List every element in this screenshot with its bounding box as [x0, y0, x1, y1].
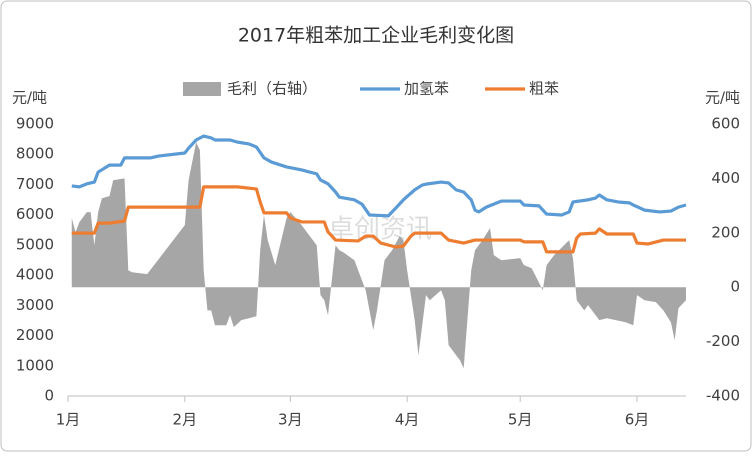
y2-tick-label: 200 [711, 223, 740, 241]
y2-tick-label: 0 [730, 278, 740, 296]
legend-label: 毛利（右轴） [227, 80, 317, 98]
y-tick-label: 1000 [16, 356, 54, 374]
legend-label: 加氢苯 [404, 80, 449, 98]
x-tick-label: 1月 [56, 411, 81, 429]
y2-axis-title: 元/吨 [705, 89, 740, 107]
x-tick-label: 2月 [173, 411, 198, 429]
area [71, 142, 686, 369]
x-tick-label: 3月 [278, 411, 303, 429]
y-tick-label: 8000 [16, 145, 54, 163]
y-tick-label: 6000 [16, 205, 54, 223]
y2-tick-label: 400 [711, 169, 740, 187]
x-tick-label: 4月 [395, 411, 420, 429]
line [71, 134, 687, 218]
x-tick-label: 5月 [508, 411, 533, 429]
y-tick-label: 0 [44, 387, 54, 405]
x-tick-label: 6月 [625, 411, 650, 429]
y-tick-label: 5000 [16, 235, 54, 253]
legend-swatch [183, 82, 221, 96]
y-tick-label: 9000 [16, 115, 54, 133]
y-tick-label: 2000 [16, 326, 54, 344]
y-tick-label: 7000 [16, 175, 54, 193]
legend-label: 粗苯 [529, 80, 559, 98]
line [71, 185, 686, 254]
y-axis-title: 元/吨 [12, 89, 47, 107]
y2-tick-label: -200 [706, 332, 740, 350]
y-tick-label: 3000 [16, 296, 54, 314]
y2-tick-label: 600 [711, 115, 740, 133]
chart-title: 2017年粗苯加工企业毛利变化图 [238, 25, 514, 47]
y-tick-label: 4000 [16, 266, 54, 284]
y2-tick-label: -400 [706, 387, 740, 405]
